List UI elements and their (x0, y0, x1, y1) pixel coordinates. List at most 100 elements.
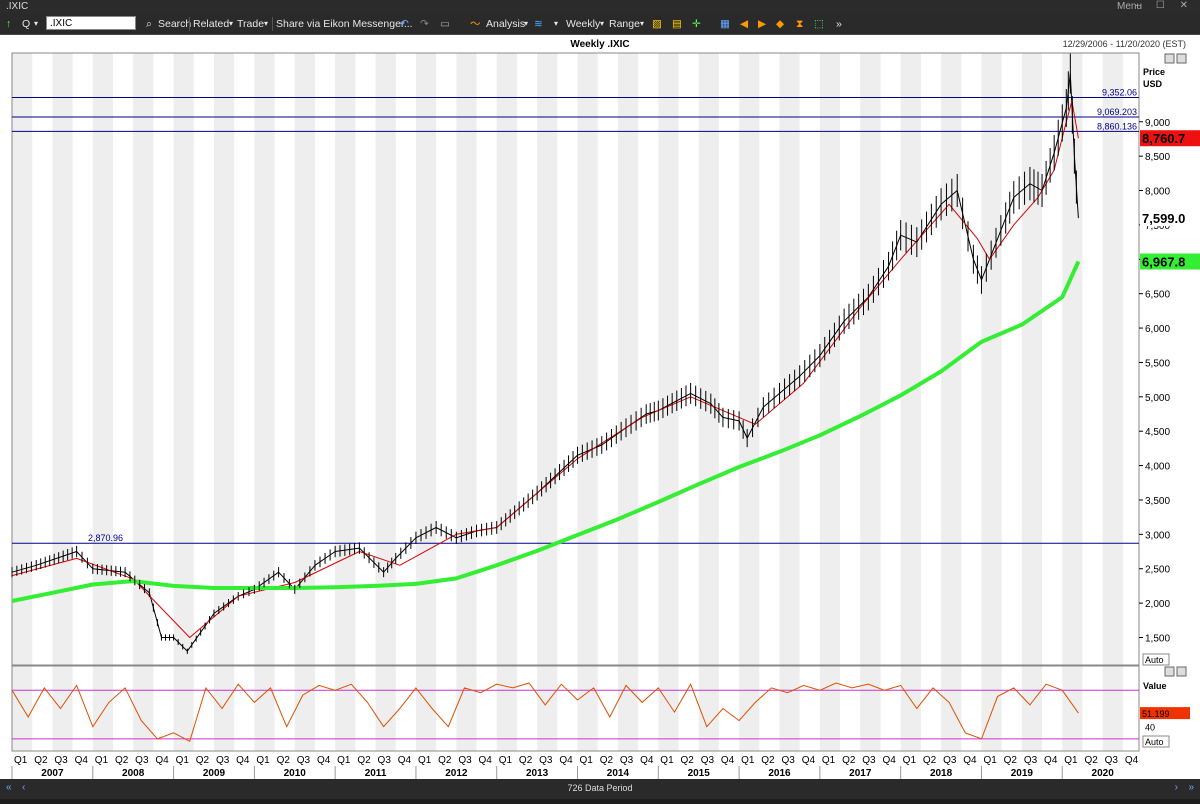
quarter-shade (294, 666, 315, 751)
share-button[interactable]: Share via Eikon Messenger... (276, 18, 413, 30)
quarter-shade (415, 53, 437, 665)
last-price-tag: 7,599.0 (1142, 211, 1185, 226)
x-year-label: 2017 (849, 768, 872, 779)
x-year-label: 2008 (122, 768, 145, 779)
more-icon[interactable]: » (836, 18, 842, 30)
rsi-restore-icon[interactable] (1164, 666, 1175, 677)
x-quarter-label: Q3 (458, 755, 472, 766)
related-menu[interactable]: Related (193, 18, 230, 30)
x-quarter-label: Q4 (640, 755, 654, 766)
studies-icon[interactable]: ≋ (534, 18, 543, 30)
y-tick-label: 5,000 (1145, 393, 1170, 404)
redo-icon[interactable]: ↷ (420, 18, 429, 30)
scroll-end-icon[interactable]: » (1188, 782, 1194, 793)
quarter-shade (92, 53, 113, 665)
auto-button-rsi[interactable] (1142, 735, 1170, 748)
scroll-forward-icon[interactable]: › (1174, 782, 1178, 793)
ric-input[interactable]: .IXIC (46, 16, 136, 30)
chart-svg[interactable]: Weekly .IXIC 12/29/2006 - 11/20/2020 (ES… (0, 35, 1200, 799)
x-quarter-label: Q4 (75, 755, 89, 766)
rsi-close-icon[interactable] (1176, 666, 1187, 677)
quarter-shade (617, 666, 639, 751)
quarter-shade (133, 53, 154, 665)
hourglass-icon[interactable]: ⧗ (796, 18, 804, 30)
weekly-menu[interactable]: Weekly (566, 18, 601, 30)
quarter-shade (779, 53, 800, 665)
x-quarter-label: Q3 (378, 755, 392, 766)
x-quarter-label: Q1 (741, 755, 755, 766)
crosshair-icon[interactable]: ✛ (692, 18, 701, 30)
chevron-down-icon[interactable]: ▾ (229, 19, 234, 28)
folder-icon[interactable]: ▭ (440, 18, 450, 30)
x-quarter-label: Q2 (519, 755, 533, 766)
rsi-last-value: 51.199 (1142, 709, 1170, 719)
last-price-tag-box (1140, 210, 1200, 227)
menu-label[interactable]: Menu (1116, 1, 1142, 12)
chart-panel: Weekly .IXIC 12/29/2006 - 11/20/2020 (ES… (0, 35, 1200, 799)
quarter-shade (213, 53, 235, 665)
rsi-last-box (1140, 707, 1190, 720)
chevron-down-icon[interactable]: ▾ (600, 19, 605, 28)
y-tick-label: 8,500 (1145, 152, 1170, 163)
x-quarter-label: Q4 (479, 755, 493, 766)
restore-icon[interactable] (1164, 53, 1175, 64)
quarter-shade (415, 666, 437, 751)
x-quarter-label: Q1 (256, 755, 270, 766)
y-tick-label: 3,000 (1145, 530, 1170, 541)
x-quarter-label: Q3 (135, 755, 149, 766)
analysis-menu[interactable]: Analysis (486, 18, 526, 30)
chevron-down-icon[interactable]: ▾ (640, 19, 645, 28)
x-quarter-label: Q4 (721, 755, 735, 766)
range-menu[interactable]: Range (609, 18, 640, 30)
x-quarter-label: Q4 (802, 755, 816, 766)
quarter-shade (133, 666, 154, 751)
x-quarter-label: Q1 (418, 755, 432, 766)
close-icon[interactable] (1176, 53, 1187, 64)
search-icon[interactable]: ⌕ (146, 18, 152, 30)
x-year-label: 2010 (284, 768, 307, 779)
analysis-icon[interactable]: 〜 (470, 18, 481, 30)
x-year-label: 2009 (203, 768, 226, 779)
x-quarter-label: Q1 (95, 755, 109, 766)
chevron-down-icon[interactable]: ▾ (524, 19, 529, 28)
quarter-shade (779, 666, 800, 751)
scroll-back-icon[interactable]: ‹ (22, 782, 26, 793)
y-tick-label: 3,500 (1145, 496, 1170, 507)
quarter-shade (456, 53, 477, 665)
x-quarter-label: Q3 (620, 755, 634, 766)
scroll-right-icon[interactable]: ▶ (758, 18, 767, 30)
chevron-down-icon[interactable]: ▾ (554, 19, 559, 28)
search-button[interactable]: Search (158, 18, 192, 30)
x-quarter-label: Q4 (236, 755, 250, 766)
compare-icon[interactable]: ▤ (672, 18, 682, 30)
scroll-start-icon[interactable]: « (6, 782, 12, 793)
auto-label-rsi: Auto (1145, 737, 1164, 747)
chevron-down-icon[interactable]: ▾ (264, 19, 269, 28)
x-year-label: 2011 (365, 768, 387, 779)
x-quarter-label: Q1 (14, 755, 28, 766)
auto-button-price[interactable] (1142, 653, 1170, 666)
window-controls[interactable]: – ☐ ✕ (1135, 0, 1194, 11)
q-button[interactable]: Q (22, 18, 31, 30)
select-icon[interactable]: ⬚ (814, 18, 824, 30)
undo-icon[interactable]: ↶ (400, 18, 409, 30)
chart-title: Weekly .IXIC (570, 39, 629, 50)
quarter-shade (1102, 53, 1123, 665)
up-arrow-icon[interactable]: ↑ (6, 18, 12, 30)
window-titlebar: .IXIC – ☐ ✕ Menu (0, 0, 1200, 14)
trade-menu[interactable]: Trade (237, 18, 265, 30)
rsi-line (11, 682, 1079, 743)
chevron-down-icon[interactable]: ▾ (34, 19, 39, 28)
line-chart-icon[interactable]: ▨ (652, 18, 662, 30)
quarter-shade (335, 666, 356, 751)
zoom-vertical-icon[interactable]: ◆ (776, 18, 785, 30)
x-quarter-label: Q4 (1044, 755, 1058, 766)
x-quarter-label: Q3 (701, 755, 715, 766)
x-axis-band (12, 752, 1139, 779)
x-quarter-label: Q1 (176, 755, 190, 766)
scroll-left-icon[interactable]: ◀ (740, 18, 749, 30)
x-year-label: 2014 (607, 768, 630, 779)
x-quarter-label: Q1 (499, 755, 513, 766)
grid-icon[interactable]: ▦ (720, 18, 730, 30)
quarter-shade (819, 53, 841, 665)
